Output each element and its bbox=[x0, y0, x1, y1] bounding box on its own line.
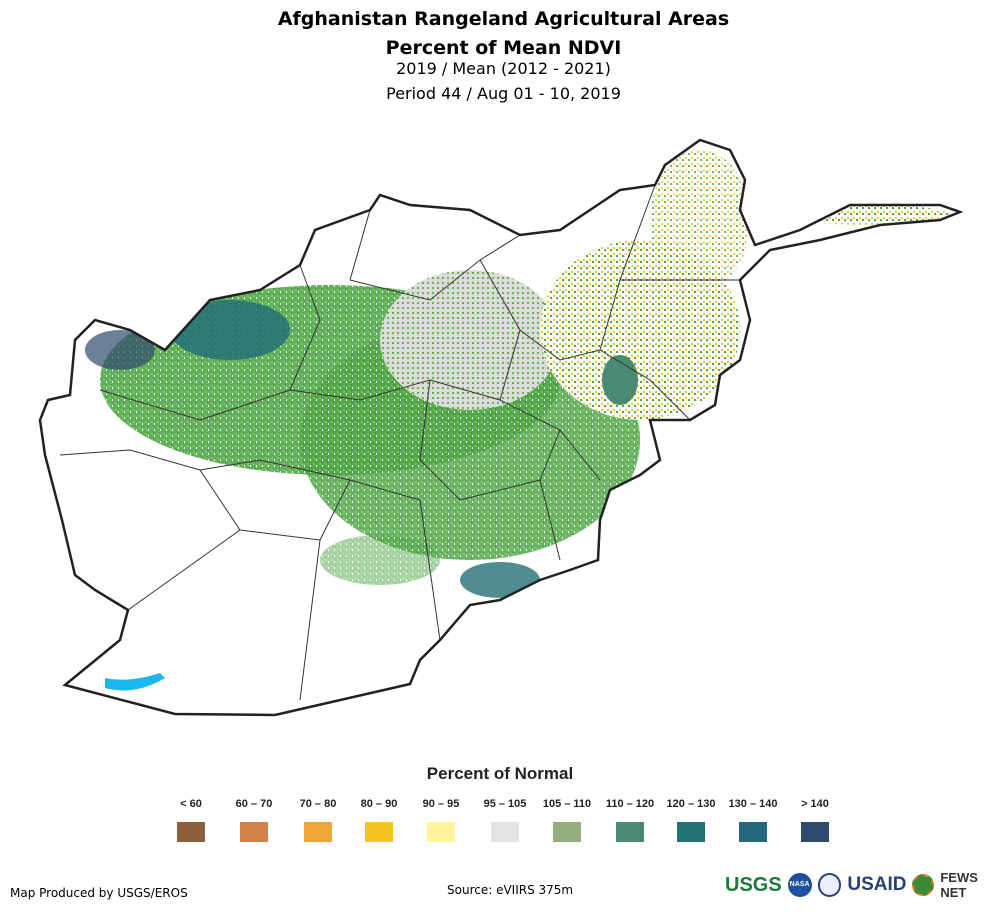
legend-title: Percent of Normal bbox=[426, 764, 574, 783]
source-text: Source: eVIIRS 375m bbox=[447, 883, 574, 897]
credit-text: Map Produced by USGS/EROS bbox=[10, 886, 188, 900]
legend-swatch bbox=[427, 822, 455, 842]
fews-logo: FEWS NET bbox=[940, 870, 978, 900]
ndvi-raster bbox=[85, 150, 950, 691]
legend-label: 90 – 95 bbox=[422, 798, 460, 810]
legend-label: > 140 bbox=[801, 798, 829, 810]
usaid-logo: USAID bbox=[847, 874, 907, 895]
subtitle-line-2: Period 44 / Aug 01 - 10, 2019 bbox=[386, 84, 621, 103]
legend-swatch bbox=[304, 822, 332, 842]
province-boundaries bbox=[59, 184, 740, 701]
legend-swatch bbox=[177, 822, 205, 842]
legend-label: 60 – 70 bbox=[235, 798, 273, 810]
legend-label: 120 – 130 bbox=[666, 798, 716, 810]
title-line-2: Percent of Mean NDVI bbox=[385, 37, 622, 59]
legend-label: 110 – 120 bbox=[605, 798, 655, 810]
country-outline bbox=[38, 138, 964, 717]
afghanistan-map bbox=[38, 138, 964, 717]
legend-swatch bbox=[553, 822, 581, 842]
legend-label: 80 – 90 bbox=[360, 798, 398, 810]
legend-label: 130 – 140 bbox=[728, 798, 778, 810]
legend-swatch bbox=[491, 822, 519, 842]
legend-label: 105 – 110 bbox=[542, 798, 592, 810]
legend-swatch bbox=[801, 822, 829, 842]
partner-logos: USGS NASA USAID FEWS NET bbox=[725, 870, 1007, 900]
subtitle-line-1: 2019 / Mean (2012 - 2021) bbox=[396, 59, 611, 78]
legend-swatch bbox=[739, 822, 767, 842]
usaid-seal-icon bbox=[817, 873, 842, 897]
legend-swatch bbox=[616, 822, 644, 842]
fews-globe-icon bbox=[912, 874, 935, 896]
legend-label: < 60 bbox=[180, 798, 202, 810]
nasa-logo: NASA bbox=[787, 873, 812, 897]
legend-swatch bbox=[365, 822, 393, 842]
legend-swatch bbox=[677, 822, 705, 842]
title-line-1: Afghanistan Rangeland Agricultural Areas bbox=[277, 8, 730, 30]
legend-swatch bbox=[240, 822, 268, 842]
legend-label: 95 – 105 bbox=[483, 798, 527, 810]
usgs-logo: USGS bbox=[725, 873, 782, 896]
legend-label: 70 – 80 bbox=[299, 798, 337, 810]
